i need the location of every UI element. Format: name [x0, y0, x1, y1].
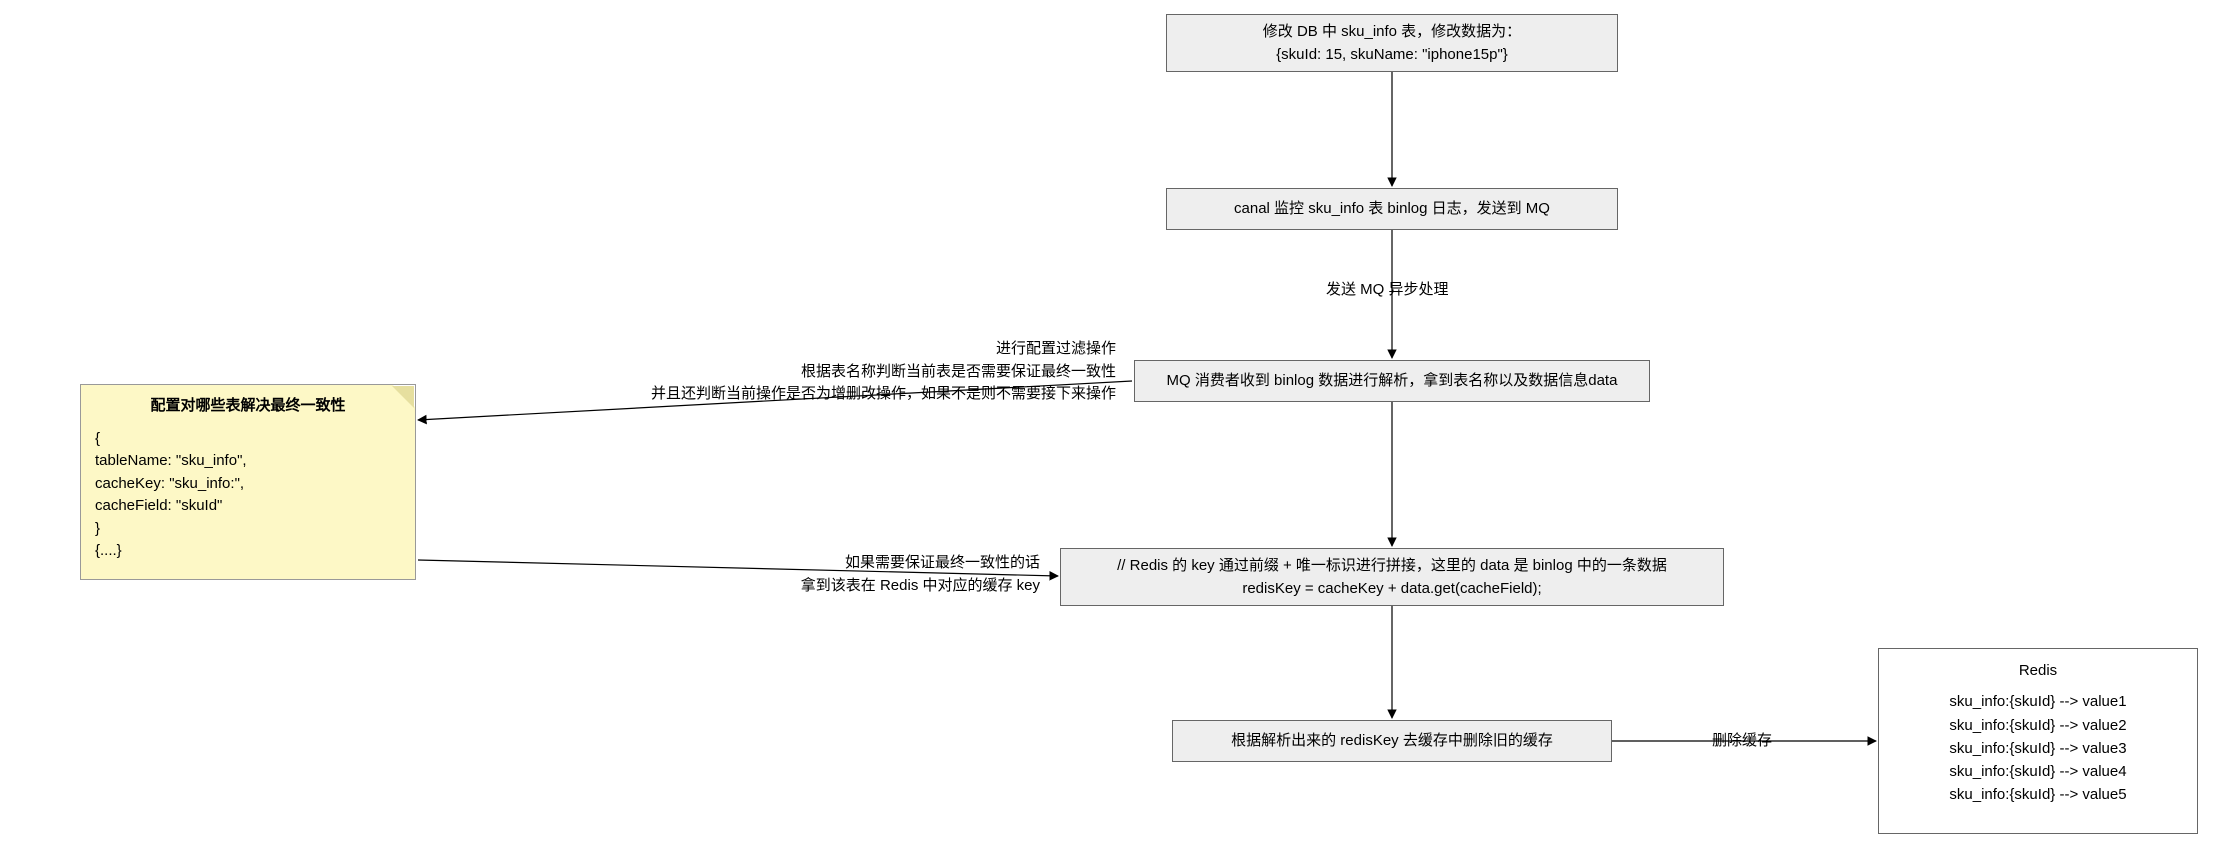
note-title: 配置对哪些表解决最终一致性	[95, 395, 401, 418]
node-canal: canal 监控 sku_info 表 binlog 日志，发送到 MQ	[1166, 188, 1618, 230]
redis-row: sku_info:{skuId} --> value4	[1949, 760, 2126, 783]
redis-box: Redis sku_info:{skuId} --> value1 sku_in…	[1878, 648, 2198, 834]
text: 根据表名称判断当前表是否需要保证最终一致性	[496, 361, 1116, 384]
note-line: {	[95, 428, 401, 451]
redis-row: sku_info:{skuId} --> value5	[1949, 783, 2126, 806]
text: 如果需要保证最终一致性的话	[610, 552, 1040, 575]
node-delete-cache: 根据解析出来的 redisKey 去缓存中删除旧的缓存	[1172, 720, 1612, 762]
text: MQ 消费者收到 binlog 数据进行解析，拿到表名称以及数据信息data	[1167, 369, 1618, 392]
note-line: cacheKey: "sku_info:",	[95, 473, 401, 496]
node-mq-consumer: MQ 消费者收到 binlog 数据进行解析，拿到表名称以及数据信息data	[1134, 360, 1650, 402]
text: 根据解析出来的 redisKey 去缓存中删除旧的缓存	[1231, 729, 1553, 752]
edge-label-key: 如果需要保证最终一致性的话 拿到该表在 Redis 中对应的缓存 key	[610, 552, 1040, 597]
note-line: cacheField: "skuId"	[95, 495, 401, 518]
config-note: 配置对哪些表解决最终一致性 { tableName: "sku_info", c…	[80, 384, 416, 580]
node-modify-db: 修改 DB 中 sku_info 表，修改数据为： {skuId: 15, sk…	[1166, 14, 1618, 72]
text: redisKey = cacheKey + data.get(cacheFiel…	[1242, 577, 1541, 600]
text: 修改 DB 中 sku_info 表，修改数据为：	[1263, 20, 1521, 43]
redis-row: sku_info:{skuId} --> value1	[1949, 690, 2126, 713]
note-line: {....}	[95, 540, 401, 563]
node-redis-key: // Redis 的 key 通过前缀 + 唯一标识进行拼接，这里的 data …	[1060, 548, 1724, 606]
edge-label-filter: 进行配置过滤操作 根据表名称判断当前表是否需要保证最终一致性 并且还判断当前操作…	[496, 338, 1116, 406]
note-line: tableName: "sku_info",	[95, 450, 401, 473]
note-line: }	[95, 518, 401, 541]
redis-row: sku_info:{skuId} --> value2	[1949, 714, 2126, 737]
edge-label-mq: 发送 MQ 异步处理	[1326, 279, 1449, 302]
text: 拿到该表在 Redis 中对应的缓存 key	[610, 575, 1040, 598]
redis-title: Redis	[2019, 659, 2057, 682]
edge-label-delete: 删除缓存	[1712, 730, 1772, 753]
text: {skuId: 15, skuName: "iphone15p"}	[1276, 43, 1508, 66]
text: 并且还判断当前操作是否为增删改操作，如果不是则不需要接下来操作	[496, 383, 1116, 406]
text: canal 监控 sku_info 表 binlog 日志，发送到 MQ	[1234, 197, 1550, 220]
text: // Redis 的 key 通过前缀 + 唯一标识进行拼接，这里的 data …	[1117, 554, 1667, 577]
redis-row: sku_info:{skuId} --> value3	[1949, 737, 2126, 760]
text: 进行配置过滤操作	[496, 338, 1116, 361]
